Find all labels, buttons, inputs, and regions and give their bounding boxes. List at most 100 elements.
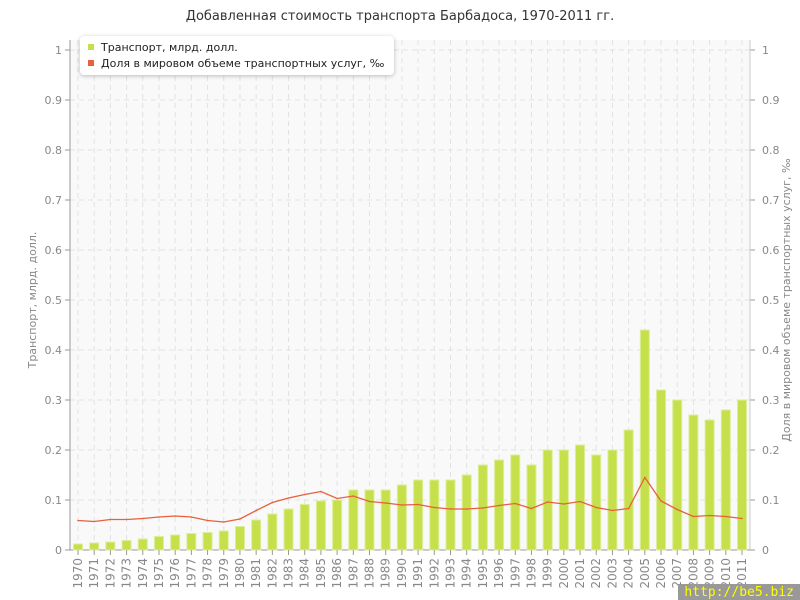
line-point [93, 520, 95, 523]
line-point [595, 506, 598, 509]
y2-tick-label: 0 [762, 544, 769, 557]
x-tick-label: 1973 [120, 558, 134, 589]
bar [704, 419, 715, 551]
line-point [158, 516, 160, 518]
legend-item-line[interactable]: Доля в мировом объеме транспортных услуг… [88, 55, 384, 71]
bar [137, 538, 148, 551]
x-tick-label: 2007 [670, 558, 684, 589]
line-point [741, 517, 743, 520]
bar [737, 399, 747, 551]
legend-label: Транспорт, млрд. долл. [101, 40, 238, 54]
x-tick-label: 2002 [589, 558, 603, 589]
x-tick-label: 2010 [719, 558, 733, 589]
y-tick-label: 0 [55, 544, 62, 557]
line-point [239, 518, 241, 520]
x-tick-label: 2008 [686, 558, 700, 589]
x-tick-label: 1975 [152, 558, 166, 589]
bar [364, 489, 375, 551]
bar [348, 489, 359, 551]
bar [186, 533, 197, 551]
y2-tick-label: 0.7 [762, 194, 780, 207]
line-point [498, 504, 500, 507]
bar [380, 489, 391, 551]
legend-label: Доля в мировом объеме транспортных услуг… [101, 56, 385, 70]
bar [218, 530, 229, 551]
y-tick-label: 1 [55, 44, 62, 57]
bar [332, 499, 343, 551]
bar [656, 389, 667, 551]
bar [607, 449, 618, 551]
y2-tick-label: 0.8 [762, 144, 780, 157]
line-point [579, 500, 581, 503]
line-point [417, 503, 419, 506]
x-tick-label: 1970 [71, 558, 85, 589]
y-tick-label: 0.4 [45, 344, 63, 357]
x-tick-label: 1987 [346, 558, 360, 589]
bar [445, 479, 456, 551]
bar [575, 444, 586, 551]
x-tick-label: 1990 [395, 558, 409, 589]
x-tick-label: 1996 [492, 558, 506, 589]
line-point [514, 502, 517, 505]
x-tick-label: 1988 [363, 558, 377, 589]
chart-title: Добавленная стоимость транспорта Барбадо… [185, 9, 615, 24]
line-point [255, 509, 257, 512]
series-line [77, 476, 743, 523]
line-point [287, 497, 290, 499]
bar [510, 454, 521, 551]
line-point [222, 521, 225, 523]
bar [234, 526, 245, 551]
x-tick-label: 2009 [703, 558, 717, 589]
line-point [141, 517, 144, 520]
line-point [449, 508, 452, 510]
bar [542, 449, 553, 551]
line-point [352, 495, 355, 497]
y2-tick-label: 0.6 [762, 244, 780, 257]
x-tick-label: 1997 [508, 558, 522, 589]
y2-tick-label: 0.2 [762, 444, 780, 457]
bar [396, 484, 407, 551]
legend-item-bars[interactable]: Транспорт, млрд. долл. [88, 39, 384, 55]
x-tick-label: 1992 [427, 558, 441, 589]
bar [688, 414, 699, 551]
bar [251, 519, 262, 551]
line-point [125, 518, 128, 521]
x-tick-label: 2011 [735, 558, 749, 589]
x-tick-label: 1985 [314, 558, 328, 589]
line-point [611, 509, 614, 512]
bar [558, 449, 569, 551]
line-point [546, 501, 549, 503]
bar [153, 536, 164, 551]
x-tick-label: 2005 [638, 558, 652, 589]
watermark[interactable]: http://be5.biz [678, 584, 800, 600]
line-point [206, 519, 209, 522]
x-tick-label: 2003 [605, 558, 619, 589]
y-axis-title: Транспорт, млрд. долл. [26, 232, 39, 370]
bar [267, 513, 278, 551]
line-point [627, 507, 630, 510]
x-tick-label: 2004 [622, 558, 636, 589]
line-point [368, 500, 371, 503]
x-tick-label: 1971 [87, 558, 101, 589]
legend: Транспорт, млрд. долл. Доля в мировом об… [80, 36, 395, 75]
line-point [303, 493, 306, 496]
x-tick-label: 1982 [265, 558, 279, 589]
x-tick-label: 2001 [573, 558, 587, 589]
y2-tick-label: 0.1 [762, 494, 780, 507]
line-point [644, 476, 646, 479]
x-tick-label: 1986 [330, 558, 344, 589]
x-tick-label: 2006 [654, 558, 668, 589]
bar [315, 500, 326, 551]
x-tick-label: 1991 [411, 558, 425, 589]
x-tick-label: 2000 [557, 558, 571, 589]
y-tick-label: 0.7 [45, 194, 63, 207]
bar [672, 399, 683, 551]
y2-axis-title: Доля в мировом объеме транспортных услуг… [780, 158, 793, 442]
line-point [77, 519, 79, 522]
bar [591, 454, 602, 551]
bar [170, 534, 181, 551]
y2-tick-label: 1 [762, 44, 769, 57]
line-point [708, 514, 711, 517]
bar [639, 329, 650, 551]
